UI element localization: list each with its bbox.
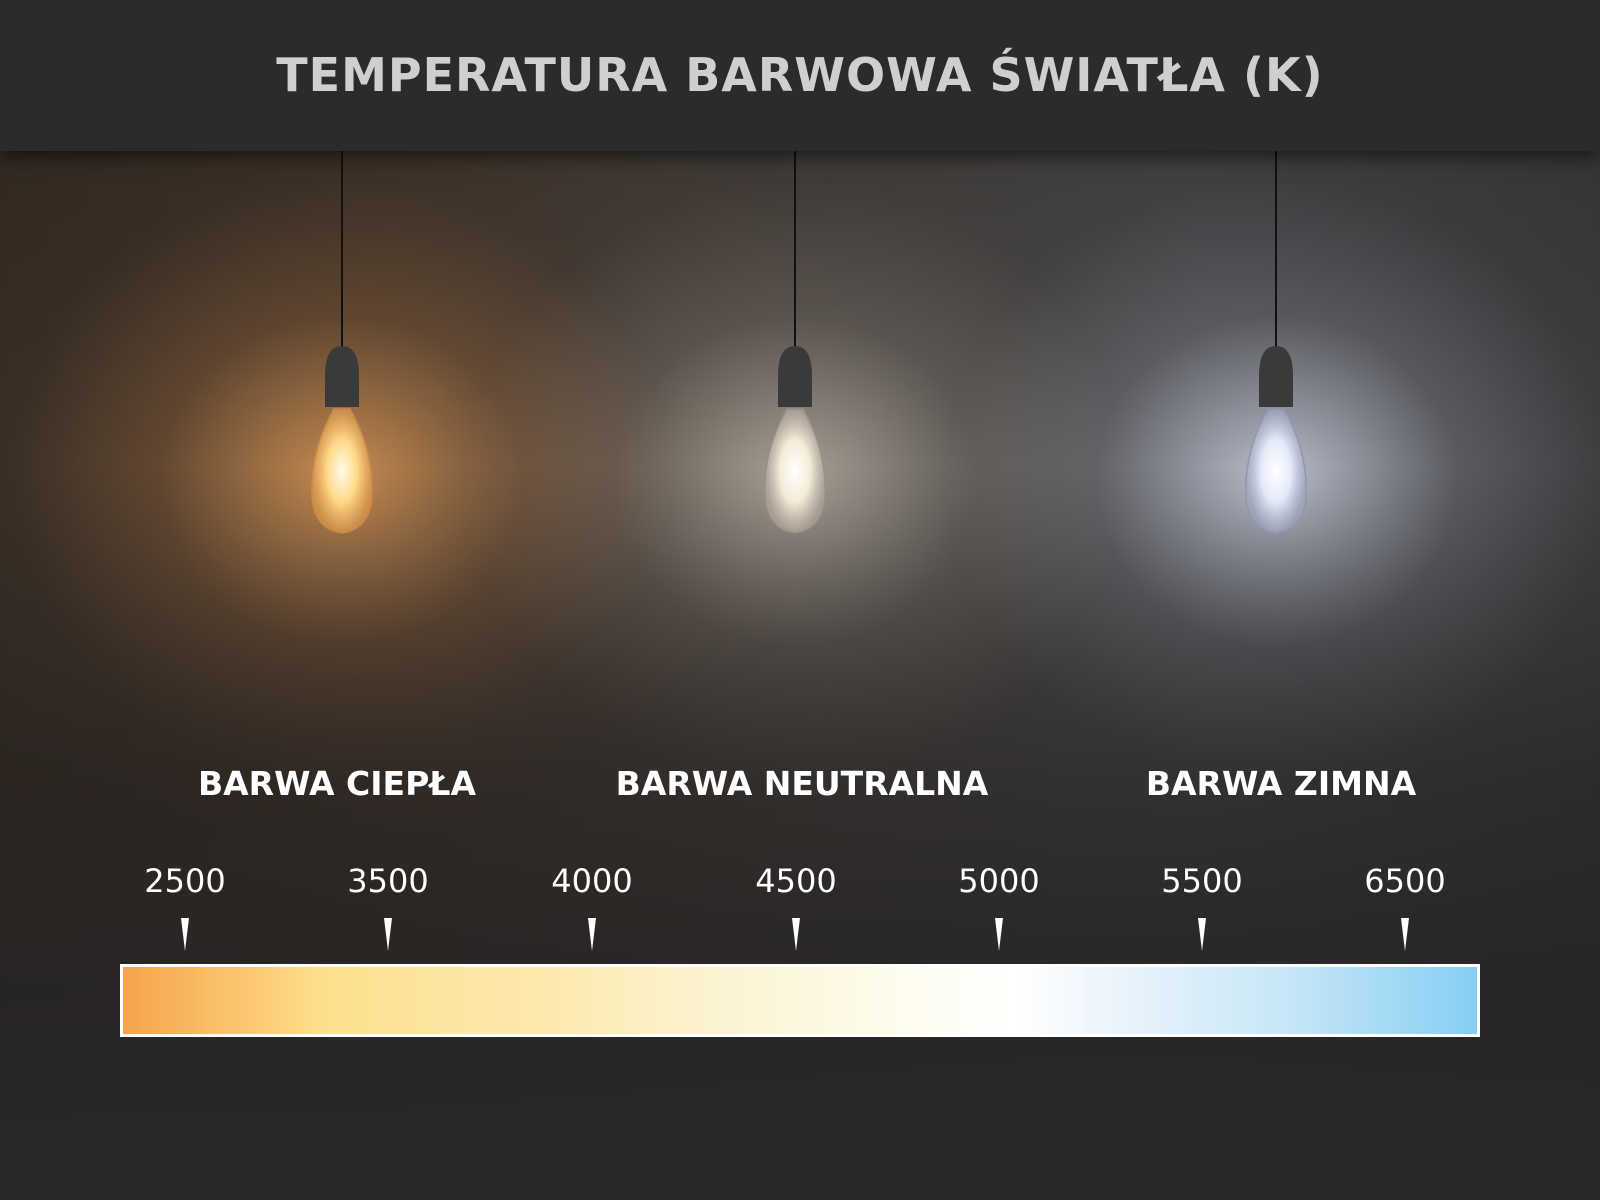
warm-bulb-icon [311, 151, 373, 534]
tick-marker-icon [588, 918, 596, 951]
tick-label: 3500 [347, 862, 429, 900]
tick-label: 4500 [755, 862, 837, 900]
tick-marker-icon [1198, 918, 1206, 951]
tick-marker-icon [792, 918, 800, 951]
neutral-label: BARWA NEUTRALNA [615, 764, 989, 803]
tick-marker-icon [1401, 918, 1409, 951]
color-temperature-gradient-bar [120, 964, 1480, 1037]
cool-label: BARWA ZIMNA [1145, 764, 1417, 803]
tick-label: 2500 [144, 862, 226, 900]
tick-marker-icon [181, 918, 189, 951]
tick-label: 6500 [1364, 862, 1446, 900]
tick-marker-icon [995, 918, 1003, 951]
tick-marker-icon [384, 918, 392, 951]
neutral-bulb-icon [764, 151, 826, 534]
cool-bulb-icon [1245, 151, 1307, 534]
warm-label: BARWA CIEPŁA [197, 764, 477, 803]
page-title: TEMPERATURA BARWOWA ŚWIATŁA (K) [276, 48, 1324, 102]
header: TEMPERATURA BARWOWA ŚWIATŁA (K) [0, 0, 1600, 151]
tick-label: 5000 [958, 862, 1040, 900]
tick-label: 5500 [1161, 862, 1243, 900]
tick-label: 4000 [551, 862, 633, 900]
